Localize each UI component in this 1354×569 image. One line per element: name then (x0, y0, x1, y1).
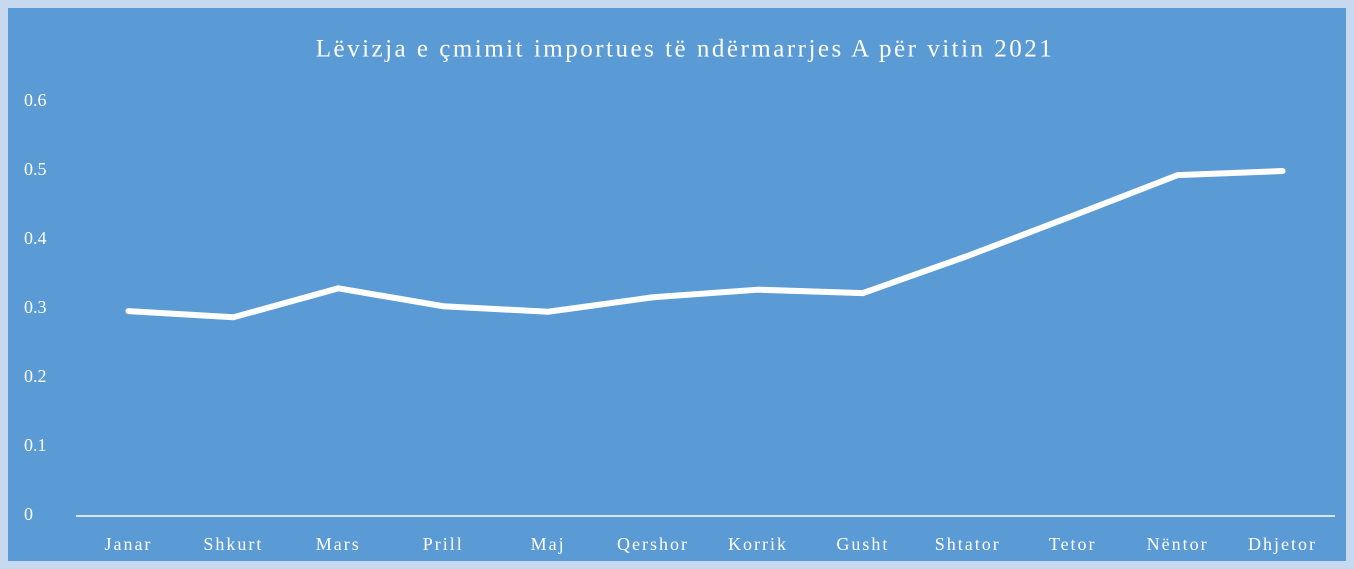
x-tick-label: Tetor (1049, 534, 1097, 554)
y-tick-label: 0 (24, 504, 33, 524)
y-tick-label: 0.5 (24, 159, 47, 179)
chart-title: Lëvizja e çmimit importues të ndërmarrje… (316, 36, 1055, 63)
y-tick-label: 0.3 (24, 297, 47, 317)
x-tick-label: Dhjetor (1248, 534, 1317, 554)
x-tick-label: Shkurt (203, 534, 263, 554)
x-tick-label: Janar (104, 534, 152, 554)
x-tick-label: Maj (531, 534, 566, 554)
x-tick-label: Shtator (935, 534, 1001, 554)
y-tick-label: 0.2 (24, 366, 47, 386)
y-tick-label: 0.1 (24, 435, 47, 455)
x-tick-label: Mars (316, 534, 361, 554)
y-tick-label: 0.4 (24, 228, 47, 248)
x-tick-label: Prill (423, 534, 464, 554)
x-tick-label: Gusht (836, 534, 889, 554)
x-tick-label: Korrik (728, 534, 788, 554)
chart-panel (8, 8, 1346, 561)
x-tick-label: Nëntor (1147, 534, 1209, 554)
y-tick-label: 0.6 (24, 90, 47, 110)
x-tick-label: Qershor (617, 534, 689, 554)
line-series (125, 168, 1286, 321)
